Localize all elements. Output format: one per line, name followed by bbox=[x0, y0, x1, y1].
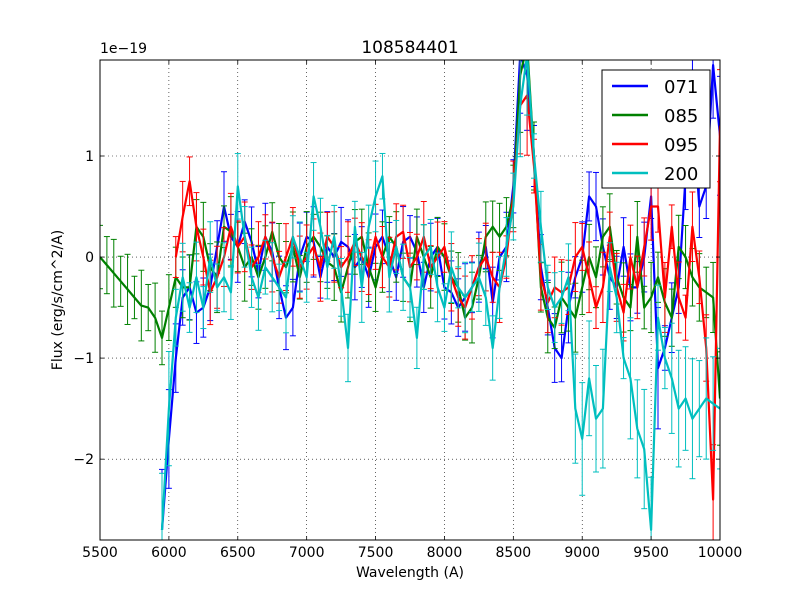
x-tick-label: 6500 bbox=[220, 545, 256, 561]
y-tick-label: 0 bbox=[85, 250, 94, 266]
y-tick-label: −1 bbox=[73, 351, 94, 367]
ticks: 5500 6000 6500 7000 7500 8000 8500 9000 9500 1000… bbox=[73, 60, 742, 561]
legend-label-085: 085 bbox=[664, 106, 698, 127]
x-tick-label: 7500 bbox=[358, 545, 394, 561]
x-tick-label: 9000 bbox=[564, 545, 600, 561]
x-tick-label: 7000 bbox=[289, 545, 325, 561]
series-line-200 bbox=[160, 60, 720, 532]
y-axis-label: Flux (erg/s/cm^2/A) bbox=[50, 230, 66, 370]
chart-title: 108584401 bbox=[361, 38, 458, 58]
x-tick-label: 9500 bbox=[633, 545, 669, 561]
legend-label-095: 095 bbox=[664, 135, 698, 156]
series-layer bbox=[100, 60, 720, 540]
plot-frame bbox=[99, 59, 721, 541]
x-axis-label: Wavelength (A) bbox=[356, 565, 464, 581]
x-tick-label: 6000 bbox=[151, 545, 187, 561]
y-offset-label: 1e−19 bbox=[100, 41, 147, 57]
y-tick-label: −2 bbox=[73, 452, 94, 468]
x-tick-label: 8000 bbox=[427, 545, 463, 561]
series-200 bbox=[159, 60, 720, 540]
legend: 071 085 095 200 bbox=[601, 69, 711, 189]
series-line-071 bbox=[160, 60, 720, 530]
x-tick-label: 10000 bbox=[698, 545, 743, 561]
legend-label-071: 071 bbox=[664, 77, 698, 98]
x-tick-label: 8500 bbox=[496, 545, 532, 561]
legend-label-200: 200 bbox=[664, 164, 698, 185]
legend-box bbox=[601, 69, 711, 189]
x-tick-label: 5500 bbox=[82, 545, 118, 561]
y-tick-label: 1 bbox=[85, 149, 94, 165]
